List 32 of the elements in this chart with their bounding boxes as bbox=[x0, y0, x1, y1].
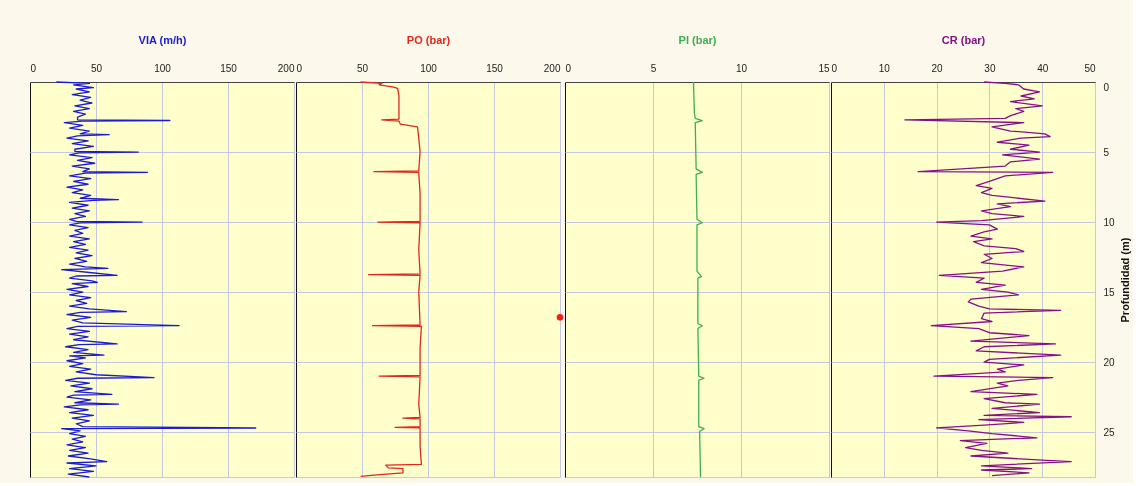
x-tick-label: 20 bbox=[931, 62, 944, 74]
x-tick-label: 50 bbox=[1084, 62, 1096, 74]
x-tick-label: 150 bbox=[220, 62, 238, 74]
y-tick-label: 5 bbox=[1103, 146, 1110, 158]
x-axis-title: PO (bar) bbox=[406, 33, 451, 46]
x-tick-label: 0 bbox=[296, 62, 303, 74]
y-tick-label: 10 bbox=[1103, 216, 1116, 228]
x-tick-label: 200 bbox=[277, 62, 295, 74]
x-axis-title: VIA (m/h) bbox=[138, 33, 187, 46]
y-tick-label: 20 bbox=[1103, 356, 1116, 368]
x-tick-label: 50 bbox=[356, 62, 369, 74]
x-tick-label: 0 bbox=[30, 62, 37, 74]
x-tick-label: 5 bbox=[650, 62, 657, 74]
x-tick-label: 10 bbox=[878, 62, 891, 74]
y-tick-label: 25 bbox=[1103, 426, 1116, 438]
x-tick-label: 10 bbox=[735, 62, 748, 74]
y-axis-title: Profundidad (m) bbox=[1118, 237, 1131, 323]
x-tick-label: 0 bbox=[565, 62, 572, 74]
y-tick-label: 0 bbox=[1103, 81, 1110, 93]
x-axis-title: PI (bar) bbox=[678, 33, 717, 46]
x-tick-label: 40 bbox=[1037, 62, 1049, 74]
x-tick-label: 200 bbox=[543, 62, 561, 74]
x-tick-label: 100 bbox=[420, 62, 438, 74]
y-tick-label: 15 bbox=[1103, 286, 1116, 298]
x-axis-title: CR (bar) bbox=[941, 33, 986, 46]
x-tick-label: 15 bbox=[818, 62, 830, 74]
x-tick-label: 30 bbox=[984, 62, 996, 74]
x-tick-label: 0 bbox=[831, 62, 838, 74]
x-tick-label: 50 bbox=[90, 62, 103, 74]
x-tick-label: 100 bbox=[154, 62, 172, 74]
line-series bbox=[904, 81, 1072, 477]
x-tick-label: 150 bbox=[486, 62, 504, 74]
